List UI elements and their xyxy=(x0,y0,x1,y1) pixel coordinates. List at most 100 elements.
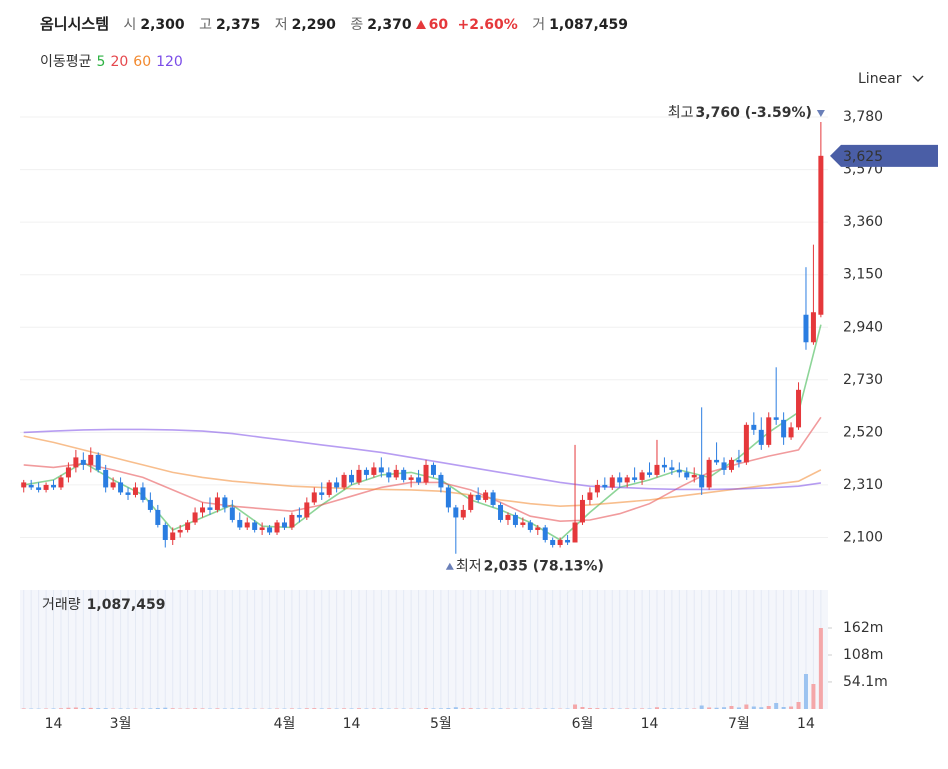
volume-bar xyxy=(632,708,637,709)
volume-bar xyxy=(185,708,190,709)
volume-bar xyxy=(707,707,712,709)
candle-body xyxy=(237,519,243,528)
x-tick-label: 14 xyxy=(641,716,659,732)
candle-body xyxy=(557,539,563,545)
volume-bar xyxy=(736,707,741,709)
candle-body xyxy=(684,472,690,478)
candle-body xyxy=(609,477,615,488)
volume-bar xyxy=(468,708,473,709)
volume-bar xyxy=(371,708,376,709)
candle-body xyxy=(490,492,496,505)
candle-body xyxy=(706,459,712,488)
volume-tick-label: 54.1m xyxy=(843,674,888,690)
volume-bar xyxy=(818,628,823,709)
candle-body xyxy=(140,487,146,500)
candle-body xyxy=(95,454,101,470)
candle-body xyxy=(803,314,809,343)
candle-body xyxy=(535,527,541,530)
y-tick-label: 2,940 xyxy=(843,319,883,335)
y-tick-label: 2,730 xyxy=(843,372,883,388)
candle-body xyxy=(498,504,504,520)
low-annotation-label: 최저 xyxy=(456,559,482,575)
high-value: 2,375 xyxy=(216,17,261,33)
volume-bar xyxy=(304,708,309,709)
candle-body xyxy=(699,474,705,488)
high-annotation-label: 최고 xyxy=(668,105,694,121)
candle-body xyxy=(527,522,533,530)
high-label: 고 xyxy=(199,17,212,33)
volume-bar xyxy=(580,707,585,709)
volume-panel xyxy=(20,590,828,709)
candle-body xyxy=(281,522,287,528)
volume-bar xyxy=(781,707,786,709)
candle-body xyxy=(132,487,138,495)
price-tag-label: 3,625 xyxy=(843,149,883,165)
low-value: 2,290 xyxy=(291,17,336,33)
candle-body xyxy=(721,462,727,470)
volume-bar xyxy=(66,707,71,709)
volume-bar xyxy=(692,708,697,709)
volume-bar xyxy=(237,708,242,709)
x-tick-label: 5월 xyxy=(430,716,452,732)
candle-body xyxy=(714,459,720,463)
candle-body xyxy=(386,472,392,478)
candle-body xyxy=(766,417,772,445)
candle-body xyxy=(438,474,444,488)
volume-bar xyxy=(476,708,481,709)
up-arrow xyxy=(415,20,426,29)
candle-body xyxy=(65,467,71,478)
candle-body xyxy=(222,497,228,508)
candle-body xyxy=(542,527,548,540)
volume-bar xyxy=(744,704,749,709)
x-tick-label: 7월 xyxy=(728,716,750,732)
volume-bar xyxy=(684,708,689,709)
volume-bar xyxy=(587,708,592,709)
candle-body xyxy=(632,477,638,480)
candle-body xyxy=(51,484,57,488)
volume-bar xyxy=(453,707,458,709)
ma-legend-label: 이동평균 xyxy=(40,54,92,70)
legend-entry: 5 xyxy=(96,54,106,70)
volume-bar xyxy=(96,708,101,709)
volume-bar xyxy=(625,708,630,709)
candle-body xyxy=(296,514,302,518)
open-value: 2,300 xyxy=(140,17,185,33)
volume-bar xyxy=(289,708,294,709)
candle-body xyxy=(408,477,414,480)
candle-body xyxy=(639,472,645,480)
candle-body xyxy=(80,459,86,465)
volume-bar xyxy=(349,708,354,709)
candle-body xyxy=(818,155,824,315)
candle-body xyxy=(505,514,511,520)
volume-bar xyxy=(200,708,205,709)
candle-body xyxy=(21,482,27,488)
x-tick-label: 3월 xyxy=(110,716,132,732)
volume-bar xyxy=(379,708,384,709)
candle-body xyxy=(192,512,198,523)
volume-bar xyxy=(654,707,659,709)
candle-body xyxy=(751,424,757,430)
price-tag xyxy=(830,144,938,167)
candle-body xyxy=(423,464,429,483)
volume-bar xyxy=(140,708,145,709)
volume-bar xyxy=(640,708,645,709)
volume-bar xyxy=(148,708,153,709)
volume-bar xyxy=(811,684,816,709)
legend-entry: 60 xyxy=(133,54,152,70)
candle-body xyxy=(401,469,407,480)
volume-bar xyxy=(796,702,801,709)
scale-dropdown[interactable]: Linear xyxy=(858,71,924,87)
candle-body xyxy=(758,429,764,445)
volume-bar xyxy=(312,708,317,709)
volume-bar xyxy=(431,708,436,709)
volume-tick-label: 162m xyxy=(843,620,883,636)
volume-label: 거래량 xyxy=(42,597,81,613)
candle-body xyxy=(110,482,116,488)
volume-bar xyxy=(424,708,429,709)
header: 옴니시스템 시 2,300 고 2,375 저 2,290 종 2,370 60 +2.6… xyxy=(40,13,628,34)
volume-bar xyxy=(573,704,578,709)
candle-body xyxy=(341,474,347,488)
candle-body xyxy=(267,527,273,533)
candle-body xyxy=(445,487,451,508)
